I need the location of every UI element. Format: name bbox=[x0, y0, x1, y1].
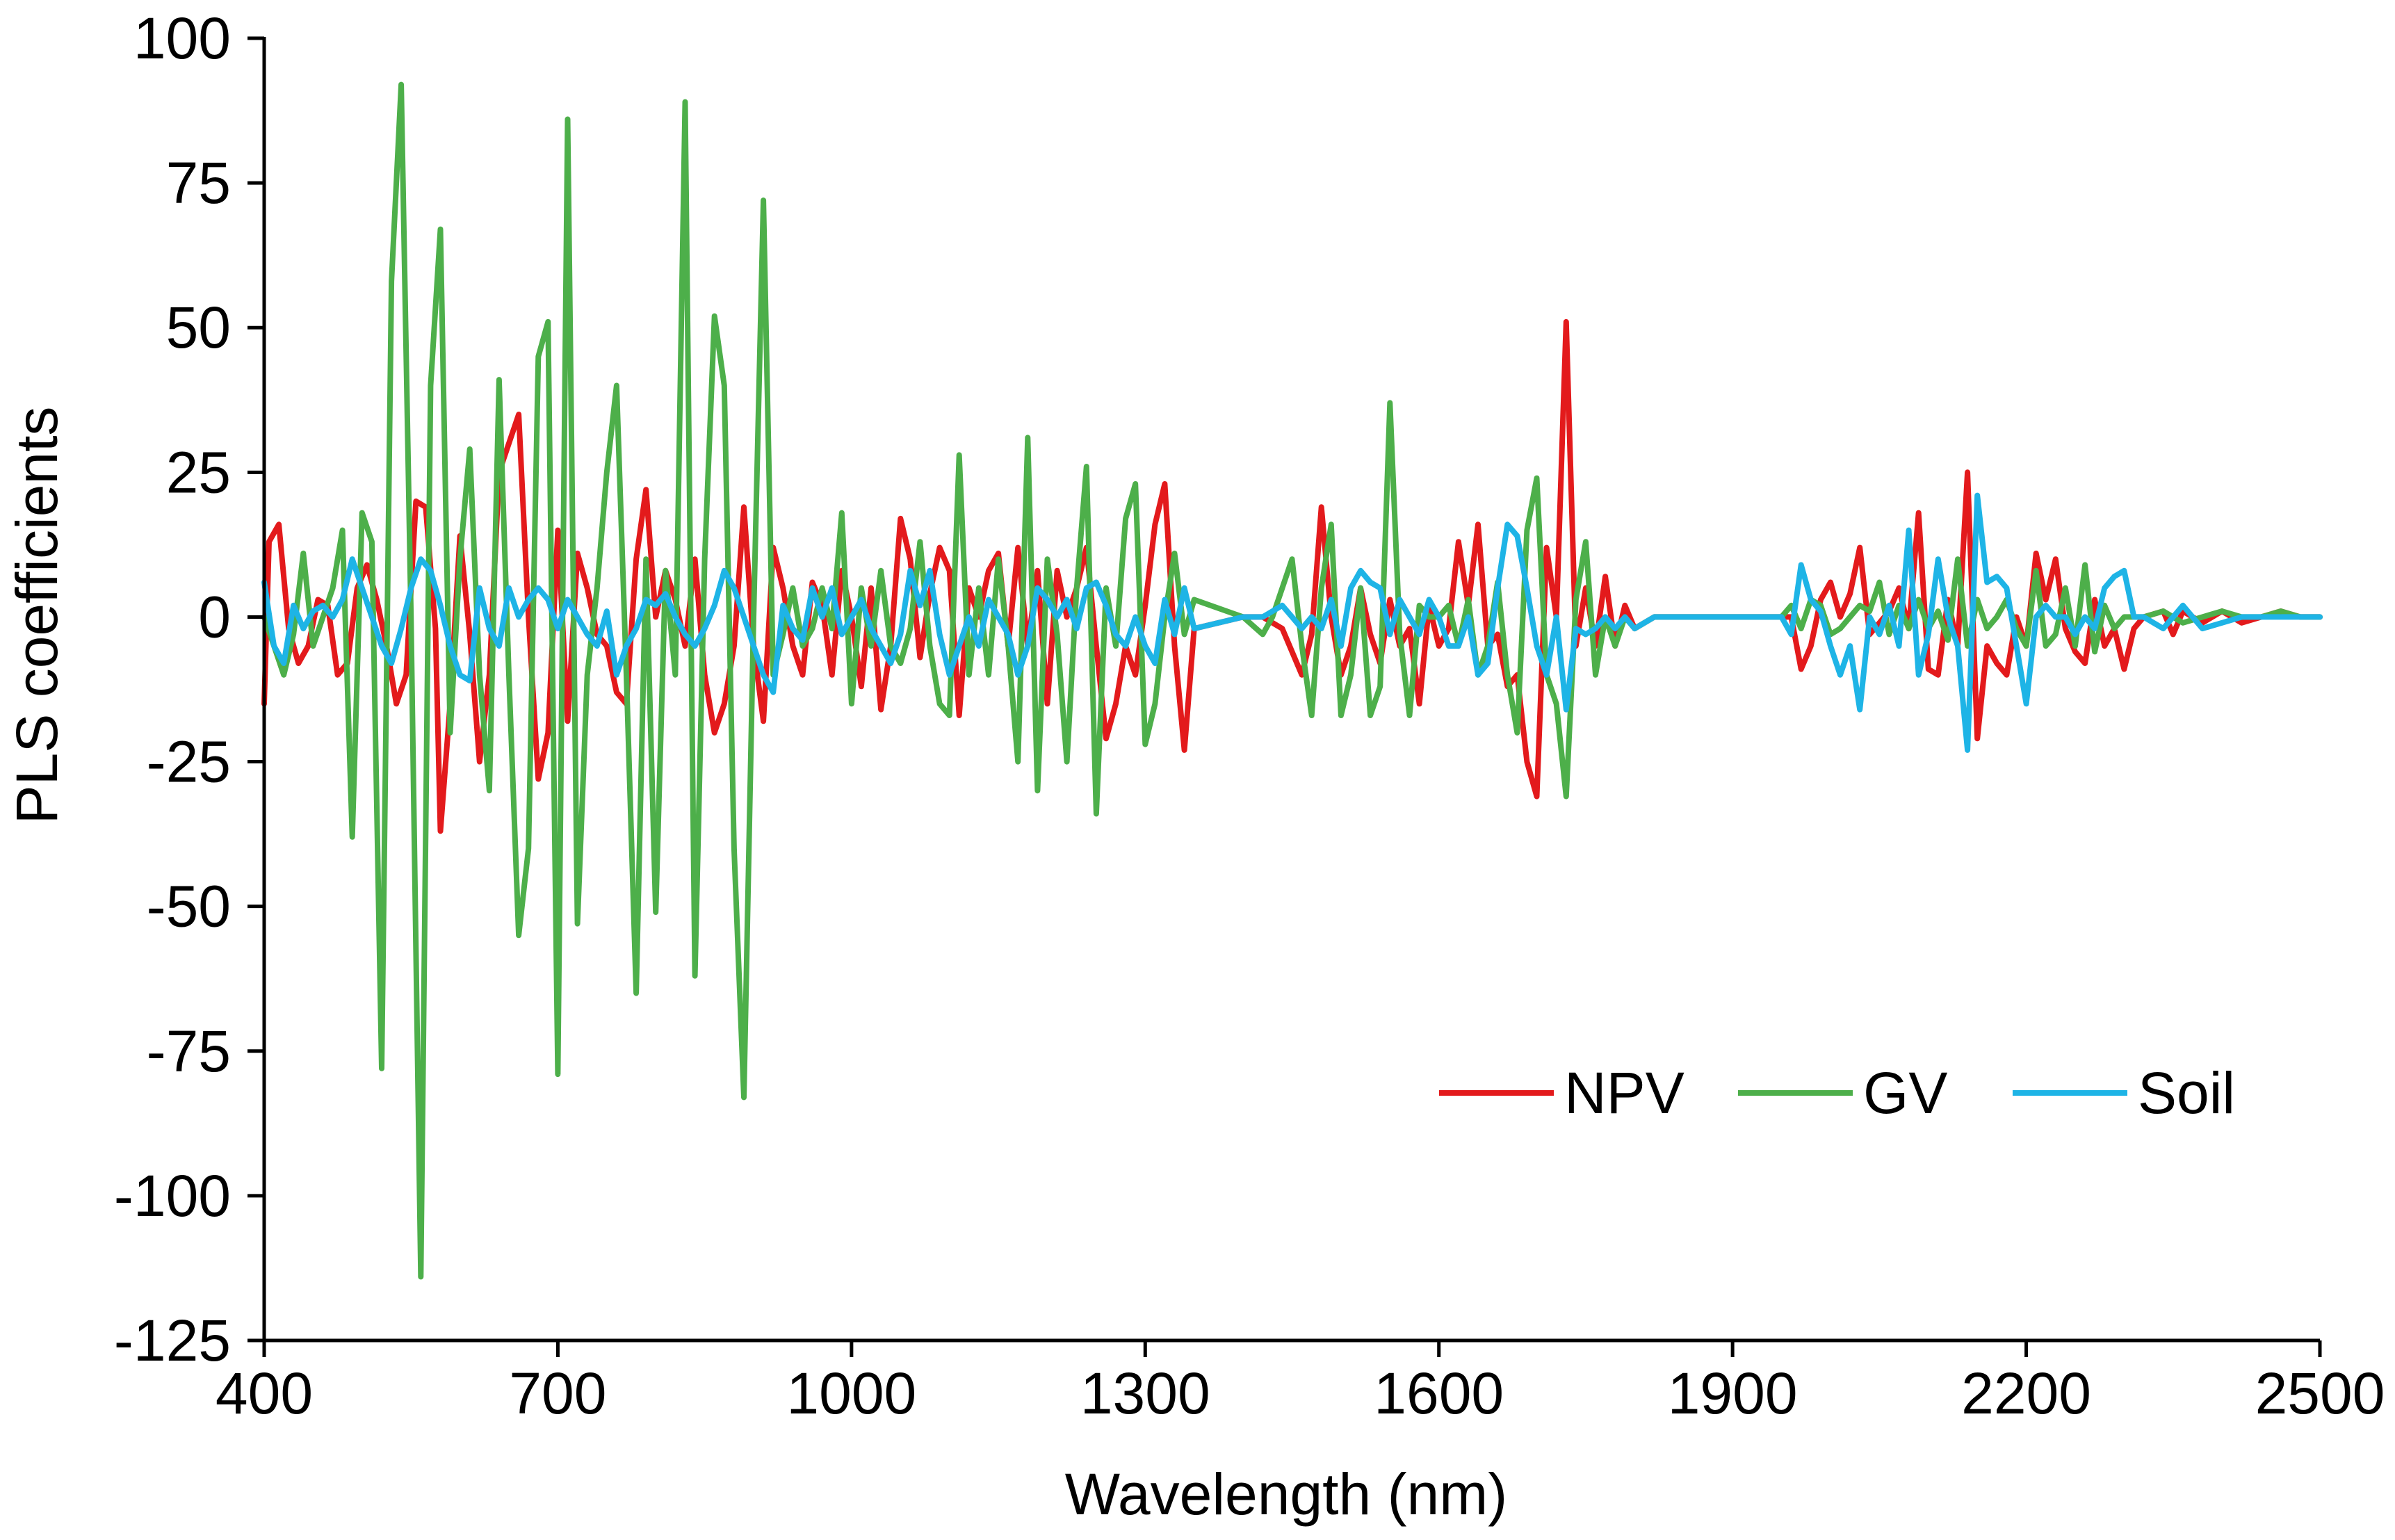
x-tick-label: 2500 bbox=[2255, 1361, 2385, 1426]
y-tick-label: 25 bbox=[166, 439, 231, 505]
y-tick-label: -25 bbox=[147, 729, 231, 795]
y-tick-label: 75 bbox=[166, 150, 231, 216]
y-tick-label: -50 bbox=[147, 874, 231, 939]
series-line-gv bbox=[261, 81, 2323, 1280]
y-tick-label: 0 bbox=[198, 584, 231, 649]
y-tick-label: 50 bbox=[166, 295, 231, 360]
legend-label-npv: NPV bbox=[1564, 1060, 1684, 1126]
y-tick-label: -125 bbox=[114, 1308, 231, 1373]
y-tick-label: -75 bbox=[147, 1019, 231, 1084]
x-axis-title: Wavelength (nm) bbox=[1065, 1461, 1507, 1527]
legend-label-soil: Soil bbox=[2138, 1060, 2235, 1126]
y-axis-title: PLS coefficients bbox=[4, 407, 70, 825]
x-tick-label: 1600 bbox=[1374, 1361, 1504, 1426]
legend-label-gv: GV bbox=[1863, 1060, 1947, 1126]
series-layer bbox=[261, 81, 2323, 1280]
x-tick-label: 400 bbox=[216, 1361, 313, 1426]
y-tick-label: -100 bbox=[114, 1163, 231, 1229]
series-line-soil bbox=[261, 492, 2323, 753]
x-tick-label: 1900 bbox=[1668, 1361, 1798, 1426]
x-tick-label: 2200 bbox=[1961, 1361, 2091, 1426]
x-tick-label: 1000 bbox=[786, 1361, 916, 1426]
legend: NPV GV Soil bbox=[1439, 1060, 2235, 1126]
x-tick-label: 1300 bbox=[1080, 1361, 1210, 1426]
y-tick-label: 100 bbox=[133, 6, 231, 71]
x-tick-label: 700 bbox=[509, 1361, 606, 1426]
